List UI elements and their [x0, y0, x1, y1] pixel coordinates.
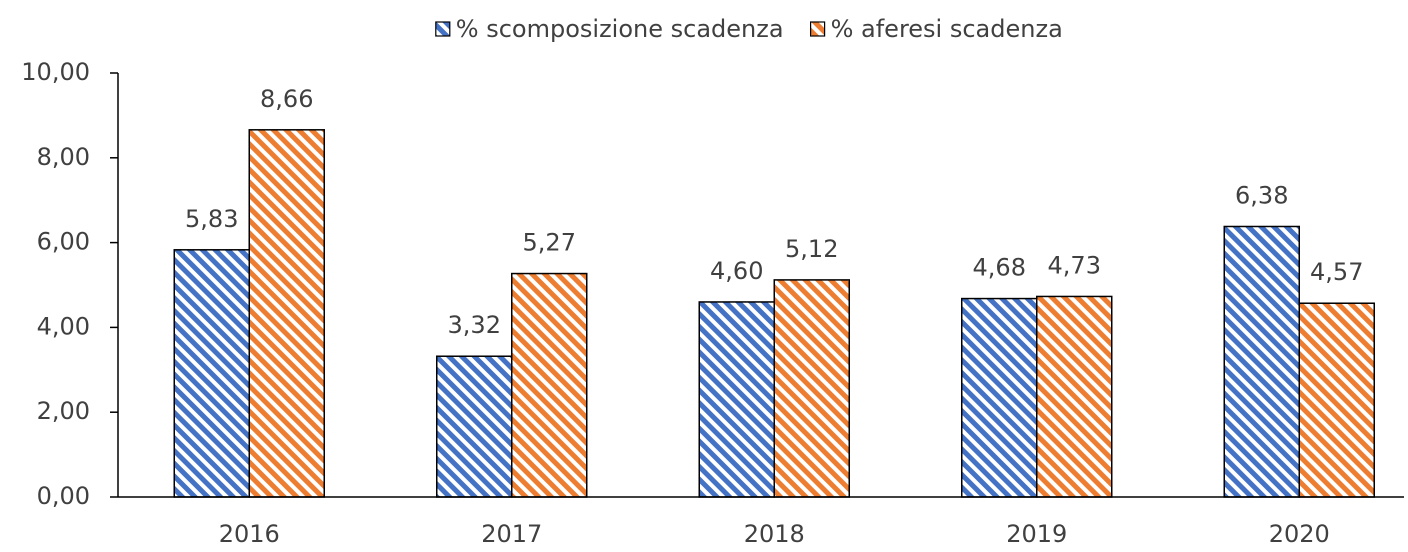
legend-label: % scomposizione scadenza — [456, 15, 784, 43]
data-label: 4,60 — [710, 257, 763, 285]
data-label: 5,83 — [185, 205, 238, 233]
legend-swatch — [435, 21, 451, 37]
bar — [1036, 295, 1113, 498]
data-label: 4,57 — [1310, 258, 1363, 286]
bar — [173, 249, 250, 498]
x-tick-label: 2016 — [219, 520, 280, 548]
bar — [698, 301, 775, 498]
data-label: 4,68 — [973, 254, 1026, 282]
data-label: 5,12 — [785, 235, 838, 263]
data-label: 3,32 — [448, 311, 501, 339]
bar — [1223, 225, 1300, 498]
data-label: 8,66 — [260, 85, 313, 113]
y-tick-label: 6,00 — [37, 228, 90, 256]
bar — [773, 279, 850, 498]
bar — [248, 129, 325, 498]
y-tick-label: 2,00 — [37, 397, 90, 425]
legend-swatch — [809, 21, 826, 37]
data-label: 4,73 — [1048, 251, 1101, 279]
x-tick-label: 2018 — [744, 520, 805, 548]
y-tick-label: 0,00 — [37, 482, 90, 510]
bar — [961, 297, 1038, 498]
x-tick-label: 2020 — [1269, 520, 1330, 548]
x-tick-label: 2019 — [1006, 520, 1067, 548]
data-label: 5,27 — [523, 229, 576, 257]
bar — [1298, 302, 1375, 498]
x-tick-label: 2017 — [481, 520, 542, 548]
data-label: 6,38 — [1235, 181, 1288, 209]
y-tick-label: 4,00 — [37, 312, 90, 340]
legend-label: % aferesi scadenza — [831, 15, 1063, 43]
y-tick-label: 10,00 — [21, 58, 90, 86]
bar — [511, 272, 588, 498]
bar — [436, 355, 513, 498]
y-tick-label: 8,00 — [37, 143, 90, 171]
